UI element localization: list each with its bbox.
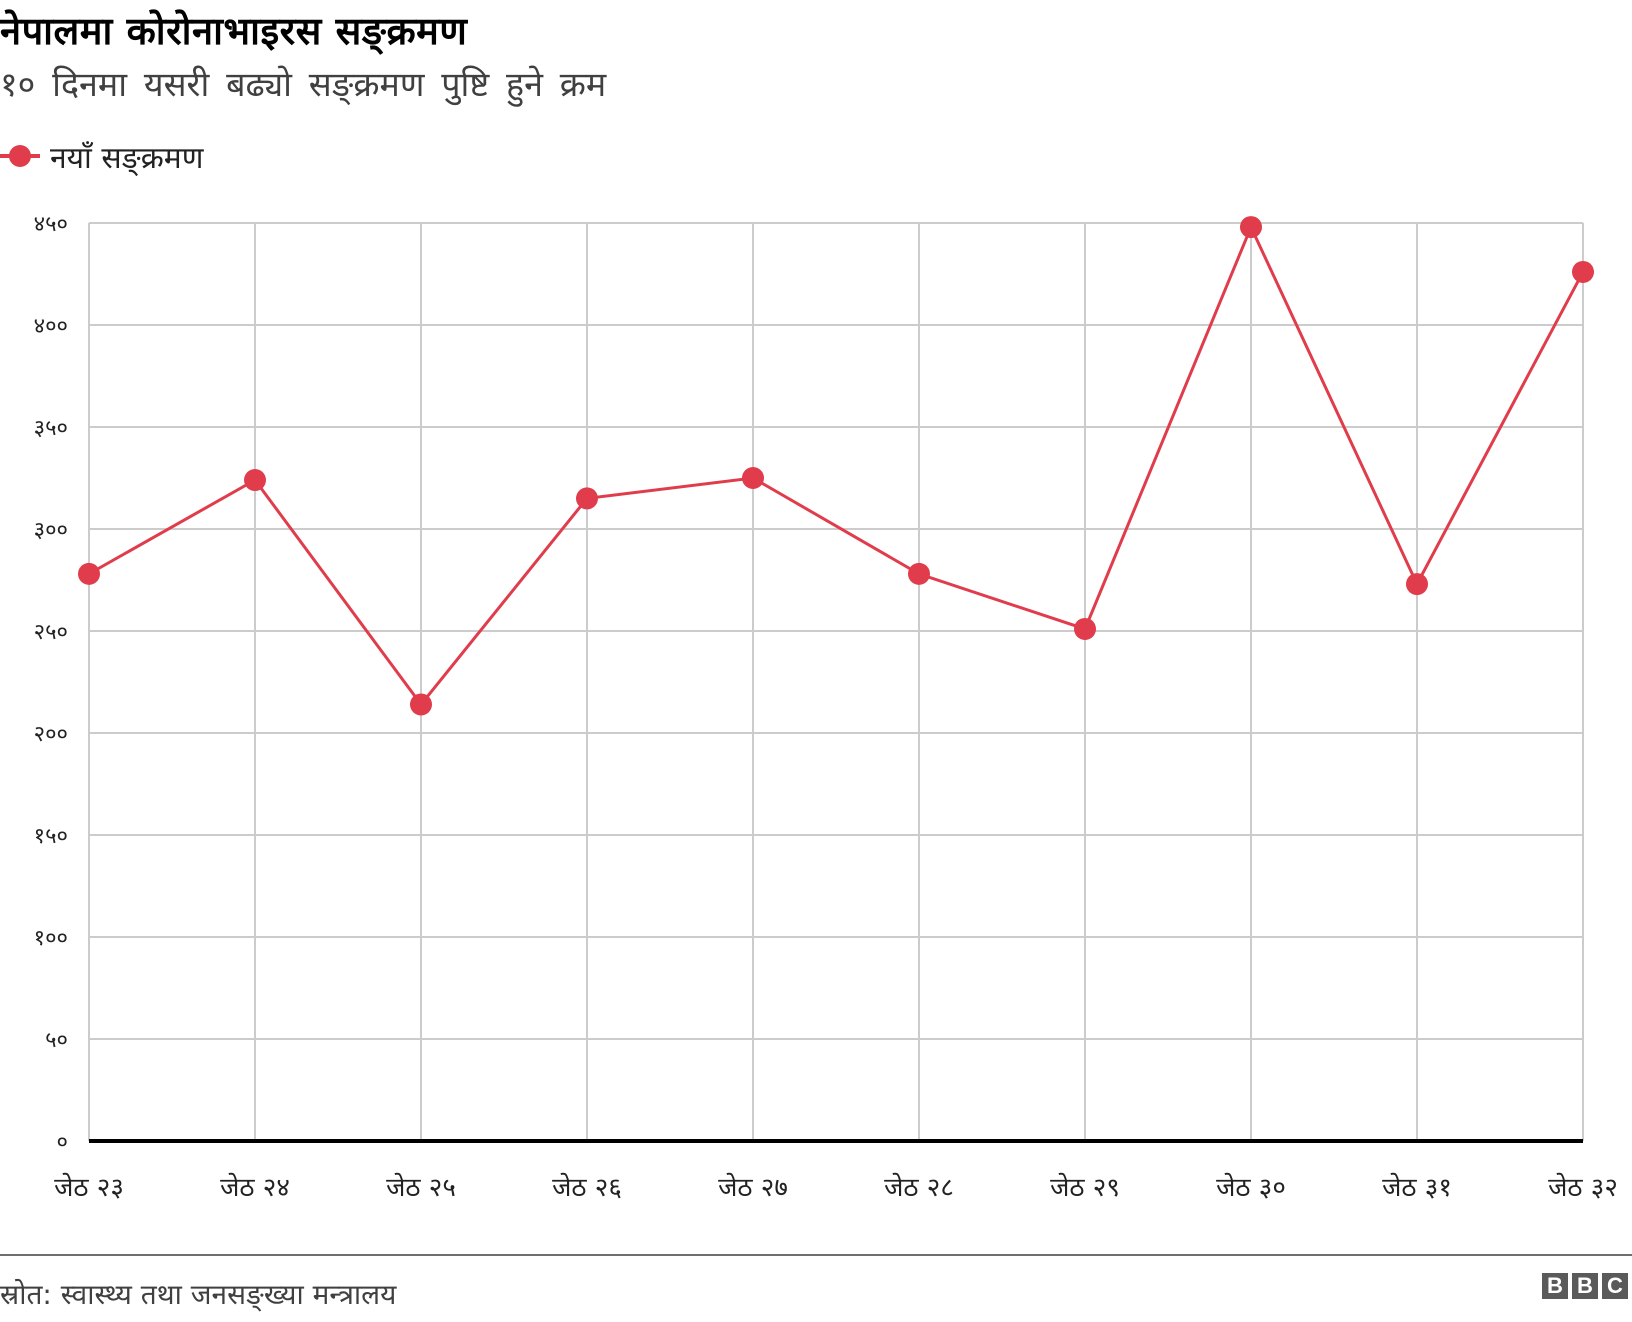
x-tick-label: जेठ २८: [884, 1172, 954, 1203]
x-tick-label: जेठ २९: [1050, 1172, 1120, 1203]
x-tick-label: जेठ २३: [54, 1172, 124, 1203]
bbc-logo-letter: B: [1572, 1273, 1598, 1299]
x-tick-label: जेठ ३१: [1382, 1172, 1452, 1203]
data-point: [1406, 573, 1428, 596]
chart-subtitle: १० दिनमा यसरी बढ्यो सङ्क्रमण पुष्टि हुने…: [0, 65, 607, 105]
x-tick-label: जेठ २७: [718, 1172, 788, 1203]
footer-divider: [0, 1254, 1632, 1256]
data-point: [908, 562, 930, 585]
data-point: [1240, 216, 1262, 239]
legend-label: नयाँ सङ्क्रमण: [50, 140, 204, 176]
x-tick-label: जेठ ३२: [1548, 1172, 1618, 1203]
y-tick-label: ४५०: [34, 212, 68, 237]
y-tick-label: ५०: [45, 1028, 68, 1053]
gridlines: [88, 222, 1584, 1141]
data-point: [742, 467, 764, 489]
y-tick-label: ४००: [34, 314, 68, 339]
y-tick-label: ३००: [34, 518, 68, 543]
x-tick-label: जेठ २६: [552, 1172, 622, 1203]
y-axis-labels: ० ५० १०० १५० २०० २५० ३०० ३५० ४०० ४५०: [34, 212, 68, 1155]
bbc-logo-letter: C: [1602, 1273, 1628, 1299]
chart-title: नेपालमा कोरोनाभाइरस सङ्क्रमण: [0, 9, 468, 53]
bbc-logo-letter: B: [1542, 1273, 1568, 1299]
series-line: [88, 223, 1585, 707]
legend-dot: [9, 145, 31, 167]
legend: नयाँ सङ्क्रमण: [0, 136, 203, 176]
data-point: [244, 469, 266, 492]
x-tick-label: जेठ २५: [386, 1172, 456, 1203]
y-tick-label: २५०: [34, 620, 68, 645]
y-tick-label: ३५०: [34, 416, 68, 441]
data-point: [576, 487, 598, 510]
x-tick-label: जेठ ३०: [1216, 1172, 1286, 1203]
line-chart: ० ५० १०० १५० २०० २५० ३०० ३५० ४०० ४५० जेठ २३ जेठ २४…: [34, 212, 1618, 1203]
bbc-logo: B B C: [1542, 1273, 1628, 1299]
x-tick-label: जेठ २४: [220, 1172, 290, 1203]
y-tick-label: २००: [34, 722, 68, 747]
data-point: [1074, 617, 1096, 640]
source-text: स्रोत: स्वास्थ्य तथा जनसङ्ख्या मन्त्रालय: [0, 1278, 397, 1311]
data-points: [78, 216, 1594, 716]
data-point: [410, 693, 432, 716]
legend-marker-icon: [0, 136, 40, 176]
y-tick-label: ०: [57, 1130, 68, 1155]
y-tick-label: १००: [34, 926, 68, 951]
data-point: [78, 562, 100, 585]
x-axis-labels: जेठ २३ जेठ २४ जेठ २५ जेठ २६ जेठ २७ जेठ २८ जेठ …: [54, 1172, 1618, 1203]
y-tick-label: १५०: [34, 824, 68, 849]
data-point: [1572, 260, 1594, 283]
